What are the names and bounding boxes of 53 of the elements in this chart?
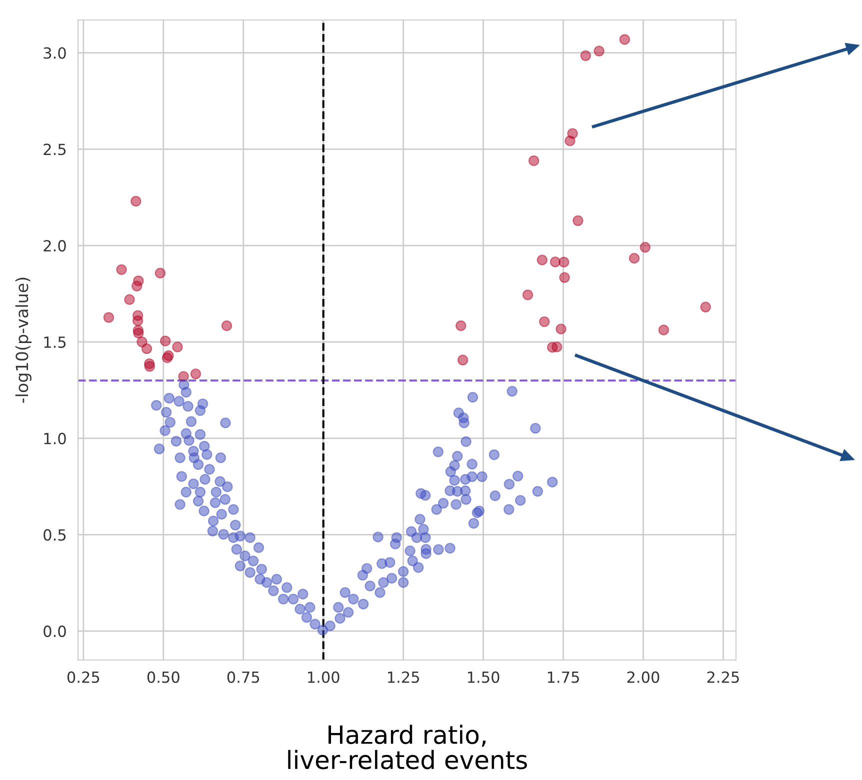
point <box>133 328 144 338</box>
point <box>116 264 127 276</box>
point <box>552 342 562 352</box>
point <box>103 312 114 323</box>
point <box>564 136 576 146</box>
point <box>539 316 550 328</box>
point <box>162 352 173 364</box>
point <box>536 254 548 266</box>
point <box>132 315 144 326</box>
point <box>658 324 670 336</box>
point <box>130 196 142 207</box>
x-axis-title: Hazard ratio, liver-related events <box>288 724 527 770</box>
y-tick-label: 2.0 <box>44 240 66 252</box>
x-tick-label: 1.25 <box>388 671 419 683</box>
y-tick-label: 0.0 <box>44 626 66 638</box>
point <box>559 272 570 283</box>
x-tick-label: 2.00 <box>627 671 660 683</box>
x-tick-label: 0.50 <box>147 671 180 683</box>
point <box>190 368 202 380</box>
y-tick-label: 2.5 <box>44 144 66 156</box>
point <box>528 155 540 166</box>
point <box>456 320 466 332</box>
point <box>550 256 561 268</box>
x-tick-label: 1.00 <box>308 671 340 683</box>
y-tick-label: 1.0 <box>44 432 66 444</box>
point <box>141 343 152 354</box>
point <box>640 242 651 253</box>
point <box>522 290 534 300</box>
point <box>556 324 566 334</box>
x-tick-label: 1.50 <box>468 671 500 683</box>
x-tick-label: 1.75 <box>548 672 579 683</box>
y-tick-label: 0.5 <box>44 529 66 541</box>
point <box>619 34 630 45</box>
point <box>594 46 604 56</box>
point <box>558 256 570 268</box>
point <box>572 215 584 226</box>
point <box>131 280 142 292</box>
y-tick-label: 1.5 <box>44 336 66 348</box>
point <box>700 302 711 312</box>
point <box>221 320 232 332</box>
point <box>172 342 183 352</box>
point <box>628 252 640 264</box>
y-axis-title: -log10(p-value) <box>15 278 32 403</box>
x-tick-label: 2.25 <box>707 671 739 683</box>
point <box>144 361 156 372</box>
point <box>154 268 166 278</box>
y-tick-label: 3.0 <box>44 47 66 59</box>
point <box>124 294 135 305</box>
point <box>580 50 592 62</box>
point <box>457 354 468 366</box>
x-tick-label: 0.75 <box>227 671 260 683</box>
x-tick-label: 0.25 <box>67 671 100 683</box>
point <box>160 336 171 346</box>
